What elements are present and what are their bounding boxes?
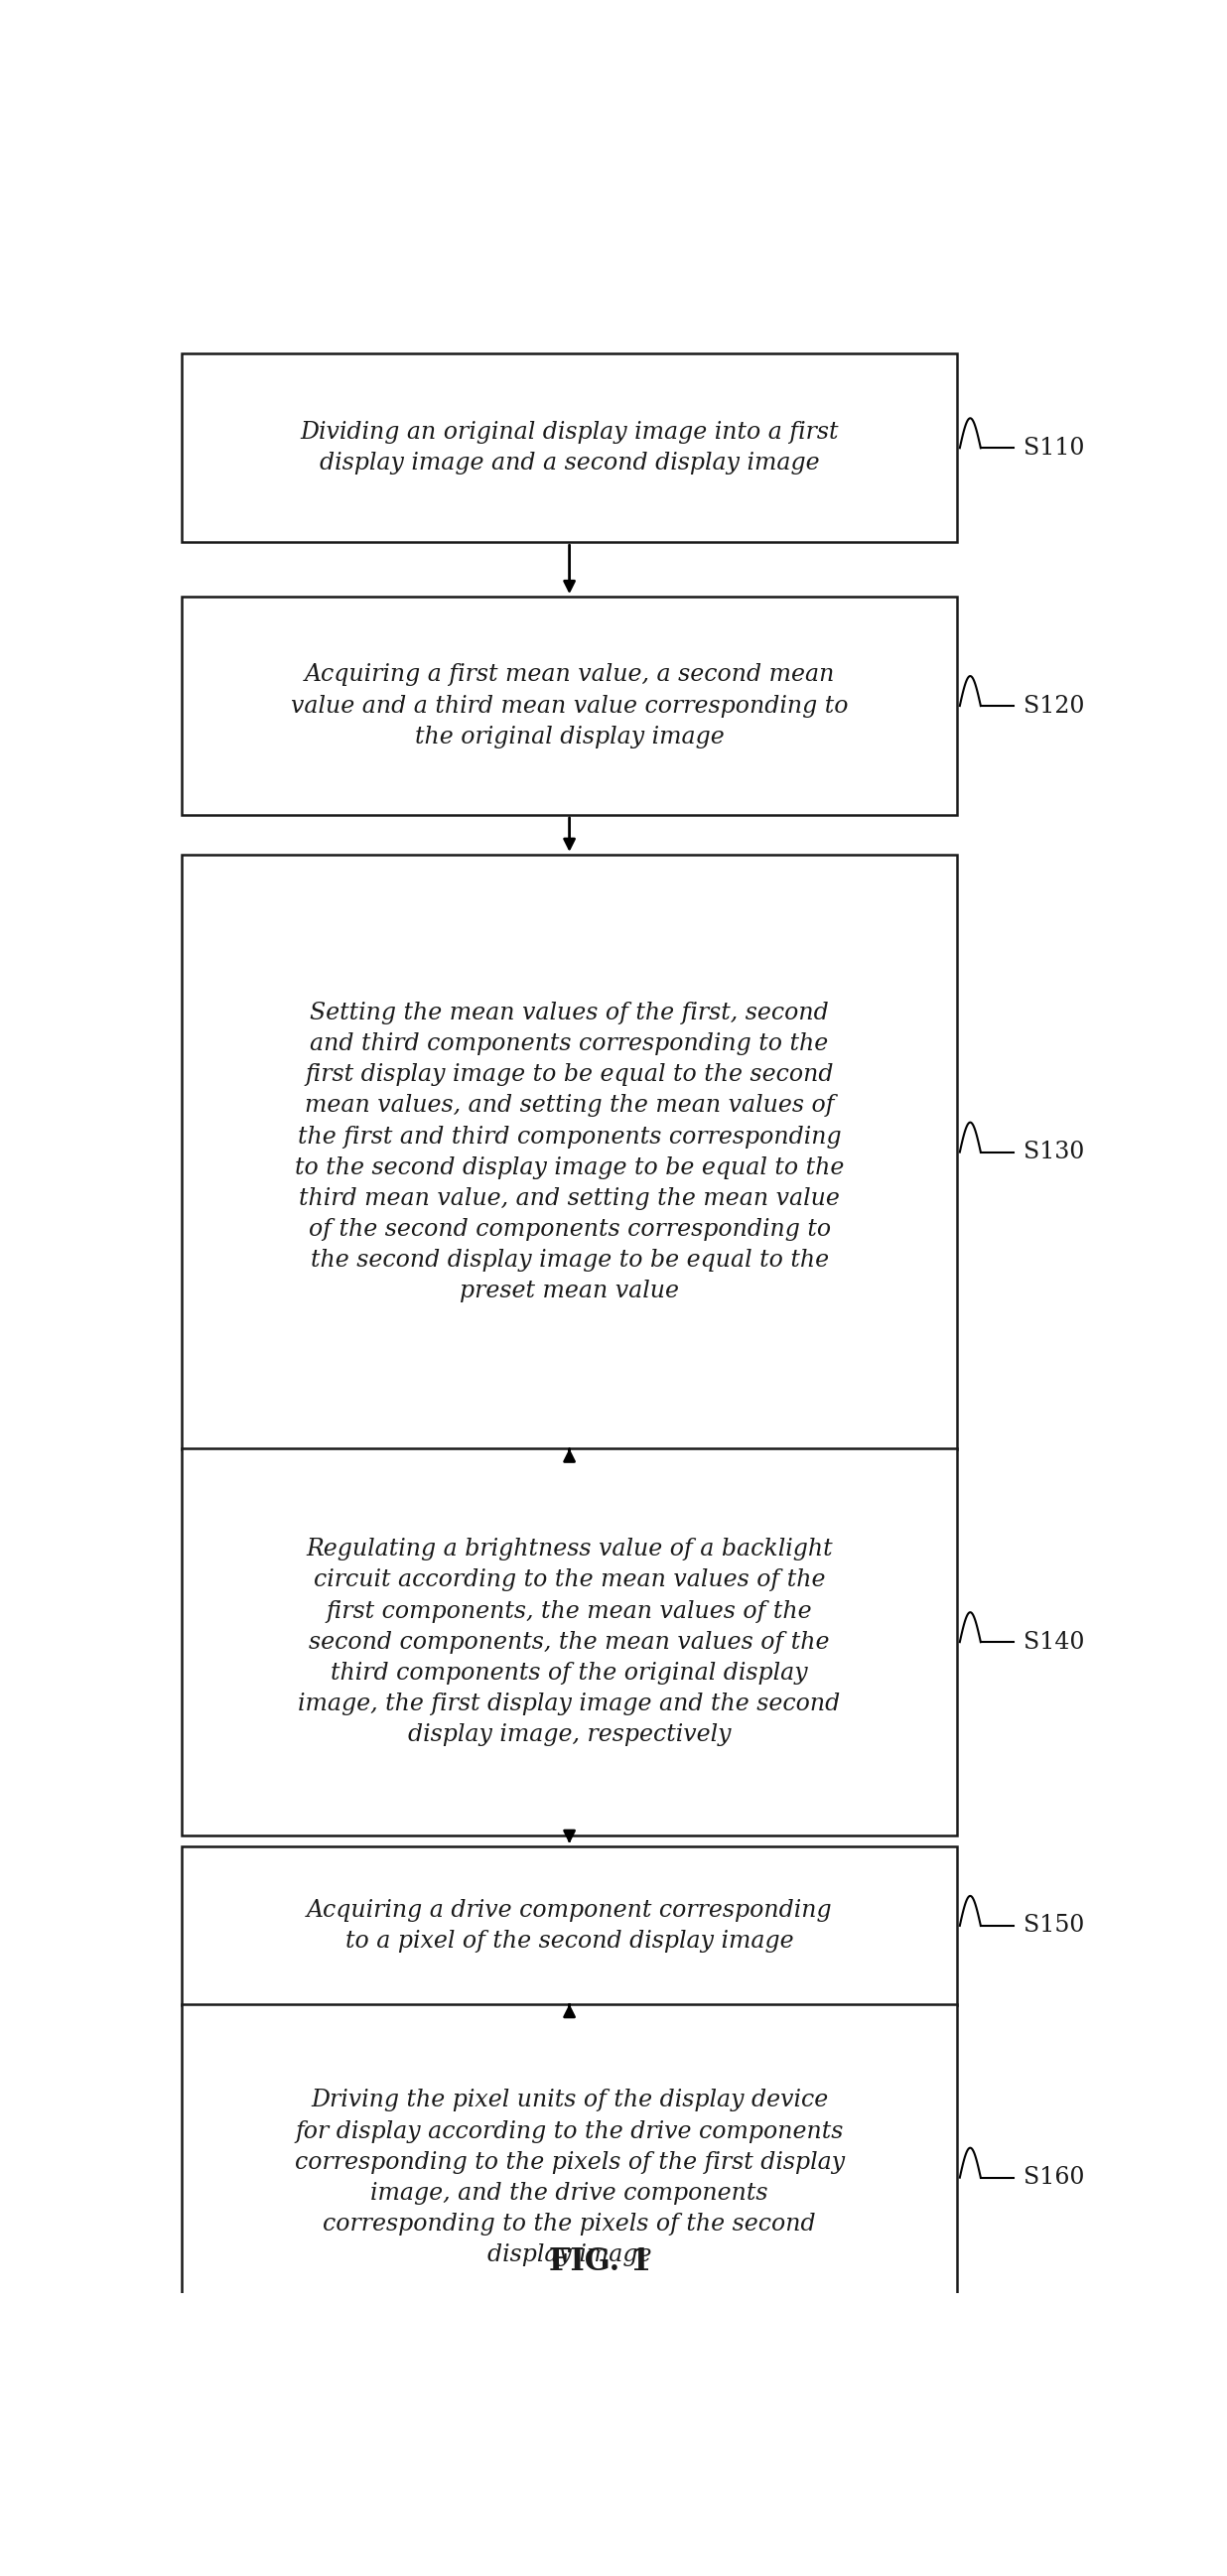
Text: S130: S130	[1023, 1141, 1085, 1164]
Bar	[182, 1847, 957, 2004]
Bar	[182, 353, 957, 541]
Text: Driving the pixel units of the display device
for display according to the drive: Driving the pixel units of the display d…	[294, 2089, 844, 2267]
Text: Regulating a brightness value of a backlight
circuit according to the mean value: Regulating a brightness value of a backl…	[298, 1538, 840, 1747]
Bar	[182, 1448, 957, 1837]
Text: S110: S110	[1023, 435, 1085, 459]
Text: Dividing an original display image into a first
display image and a second displ: Dividing an original display image into …	[301, 420, 839, 474]
Bar	[182, 598, 957, 814]
Text: S120: S120	[1023, 696, 1085, 716]
Text: FIG. 1: FIG. 1	[550, 2246, 652, 2277]
Text: Acquiring a first mean value, a second mean
value and a third mean value corresp: Acquiring a first mean value, a second m…	[291, 665, 848, 747]
Text: S160: S160	[1023, 2166, 1085, 2190]
Text: S140: S140	[1023, 1631, 1085, 1654]
Text: S150: S150	[1023, 1914, 1085, 1937]
Text: Acquiring a drive component corresponding
to a pixel of the second display image: Acquiring a drive component correspondin…	[307, 1899, 832, 1953]
Bar	[182, 2004, 957, 2352]
Bar	[182, 855, 957, 1450]
Text: Setting the mean values of the first, second
and third components corresponding : Setting the mean values of the first, se…	[294, 1002, 844, 1303]
